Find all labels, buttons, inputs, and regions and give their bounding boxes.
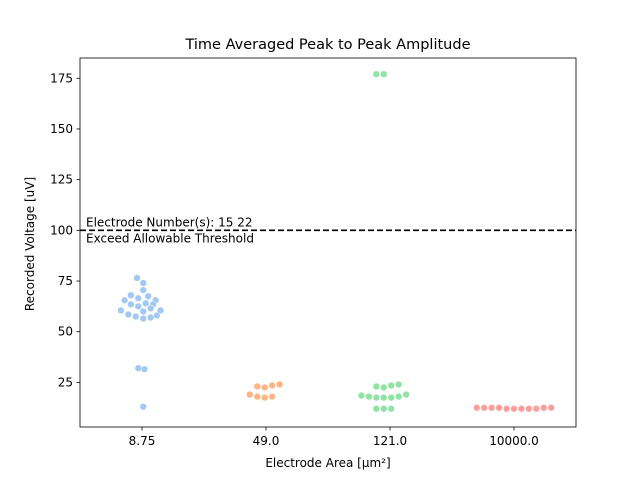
- y-tick-label: 175: [50, 71, 73, 85]
- data-point: [139, 307, 147, 316]
- data-point: [144, 292, 152, 300]
- data-point: [134, 364, 142, 372]
- data-point: [127, 300, 135, 308]
- data-point: [540, 404, 548, 412]
- data-point: [372, 70, 381, 78]
- data-point: [395, 392, 403, 401]
- series-49-0: [246, 380, 284, 402]
- data-point: [132, 312, 140, 321]
- y-tick-label: 25: [58, 375, 73, 389]
- data-point: [517, 405, 526, 413]
- x-axis-label: Electrode Area [µm²]: [265, 456, 390, 470]
- data-point: [473, 404, 481, 412]
- series-8-75: [117, 274, 165, 411]
- data-point: [134, 302, 142, 311]
- data-point: [387, 405, 395, 413]
- data-point: [134, 294, 142, 302]
- data-point: [147, 304, 155, 313]
- data-point: [525, 405, 533, 413]
- x-tick-label: 8.75: [129, 434, 156, 448]
- data-point: [495, 404, 503, 412]
- data-point: [547, 404, 555, 412]
- data-point: [480, 404, 488, 412]
- series-121-0: [357, 70, 410, 413]
- y-tick-label: 150: [50, 122, 73, 136]
- data-point: [253, 382, 261, 391]
- data-point: [147, 313, 155, 322]
- threshold-annotation-electrodes: Electrode Number(s): 15 22: [86, 215, 252, 229]
- data-point: [488, 404, 496, 412]
- data-point: [372, 393, 381, 402]
- axes-frame: [79, 57, 577, 428]
- x-tick-label: 10000.0: [489, 434, 539, 448]
- chart-title: Time Averaged Peak to Peak Amplitude: [184, 37, 470, 53]
- threshold-annotation-exceed: Exceed Allowable Threshold: [86, 231, 254, 245]
- data-point: [139, 403, 147, 411]
- data-point: [380, 405, 388, 413]
- data-point: [387, 393, 395, 402]
- x-tick-label: 49.0: [253, 434, 280, 448]
- data-point: [510, 405, 518, 413]
- data-point: [156, 306, 165, 315]
- data-point: [120, 296, 129, 304]
- data-point: [372, 405, 381, 413]
- data-point: [380, 383, 388, 392]
- data-point: [365, 392, 373, 401]
- data-point: [395, 380, 403, 389]
- data-point: [142, 299, 150, 307]
- data-point: [357, 391, 366, 400]
- data-point: [153, 311, 161, 320]
- data-point: [140, 365, 149, 373]
- y-tick-label: 125: [50, 173, 73, 187]
- data-point: [268, 392, 276, 401]
- data-point: [402, 390, 410, 399]
- data-point: [139, 314, 147, 323]
- plot-area: Electrode Number(s): 15 22 Exceed Allowab…: [80, 70, 576, 413]
- data-point: [253, 392, 261, 401]
- data-point: [261, 393, 269, 402]
- data-point: [117, 306, 125, 315]
- data-point: [268, 381, 276, 390]
- data-point: [139, 286, 147, 294]
- data-point: [246, 390, 254, 399]
- data-point: [387, 381, 395, 390]
- y-tick-label: 100: [50, 223, 73, 237]
- data-point: [502, 405, 511, 413]
- data-point: [127, 291, 135, 299]
- data-point: [124, 310, 133, 319]
- data-point: [372, 382, 381, 391]
- data-point: [275, 380, 284, 389]
- data-point: [380, 70, 388, 78]
- data-point: [380, 393, 388, 402]
- y-tick-label: 50: [58, 325, 73, 339]
- series-10000-0: [473, 404, 555, 413]
- y-tick-label: 75: [58, 274, 73, 288]
- data-point: [261, 383, 269, 392]
- x-tick-label: 121.0: [373, 434, 407, 448]
- y-axis-label: Recorded Voltage [uV]: [23, 177, 37, 311]
- data-point: [139, 279, 147, 287]
- data-point: [532, 405, 540, 413]
- data-point: [133, 274, 141, 282]
- axes: 25 50 75 100 125 150 175 8.75 49.0 121.0 10000.0: [50, 57, 577, 448]
